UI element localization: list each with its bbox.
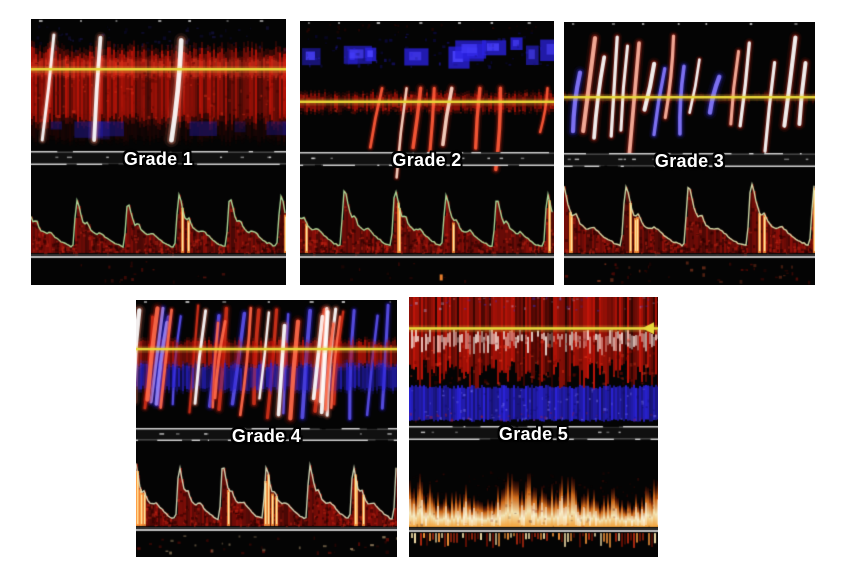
panel-grade-5: Grade 5 [409,297,658,557]
ultrasound-image-grade-3 [564,22,815,285]
ultrasound-image-grade-1 [31,19,286,285]
ultrasound-image-grade-5 [409,297,658,557]
ultrasound-image-grade-2 [300,21,554,285]
panel-grade-4: Grade 4 [136,300,397,557]
ultrasound-image-grade-4 [136,300,397,557]
panel-grade-3: Grade 3 [564,22,815,285]
panel-grade-2: Grade 2 [300,21,554,285]
panel-grade-1: Grade 1 [31,19,286,285]
